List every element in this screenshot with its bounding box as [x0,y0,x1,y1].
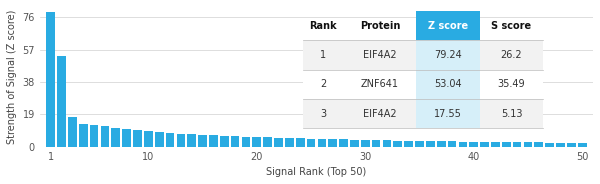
Bar [68,117,77,147]
Bar [437,141,446,147]
Bar [578,143,587,147]
FancyBboxPatch shape [302,40,543,70]
Y-axis label: Strength of Signal (Z score): Strength of Signal (Z score) [7,10,17,144]
Bar [166,133,175,147]
Bar [122,129,131,147]
Text: Z score: Z score [428,21,468,31]
Bar [263,137,272,147]
FancyBboxPatch shape [302,99,543,128]
Bar [372,140,380,147]
Bar [155,132,164,147]
Bar [556,143,565,147]
Bar [198,135,207,147]
Text: EIF4A2: EIF4A2 [363,50,397,60]
Bar [394,141,402,147]
Bar [253,137,261,147]
FancyBboxPatch shape [416,40,479,70]
Bar [242,137,250,147]
Bar [79,124,88,147]
Text: Protein: Protein [360,21,400,31]
Bar [112,128,120,147]
Text: 5.13: 5.13 [501,109,522,119]
Text: 17.55: 17.55 [434,109,462,119]
Bar [513,142,521,147]
Bar [90,125,98,147]
Text: S score: S score [491,21,532,31]
Bar [133,130,142,147]
Bar [502,142,511,147]
Bar [317,139,326,147]
X-axis label: Signal Rank (Top 50): Signal Rank (Top 50) [266,167,367,177]
Text: 53.04: 53.04 [434,79,461,89]
Bar [567,143,576,147]
Bar [361,140,370,147]
Bar [535,142,543,147]
Text: 1: 1 [320,50,326,60]
Text: 3: 3 [320,109,326,119]
FancyBboxPatch shape [416,11,479,40]
Bar [231,136,239,147]
Bar [339,139,348,147]
Bar [383,140,391,147]
Bar [469,142,478,147]
Bar [220,136,229,147]
Bar [545,143,554,147]
Bar [209,135,218,147]
Text: 2: 2 [320,79,326,89]
Text: EIF4A2: EIF4A2 [363,109,397,119]
FancyBboxPatch shape [302,70,543,99]
FancyBboxPatch shape [416,99,479,128]
Bar [480,142,489,147]
Bar [307,139,316,147]
Text: Rank: Rank [310,21,337,31]
Bar [524,142,532,147]
Bar [101,126,109,147]
Bar [350,140,359,147]
Text: 35.49: 35.49 [497,79,525,89]
Bar [176,134,185,147]
Bar [296,139,305,147]
Bar [415,141,424,147]
Bar [448,141,457,147]
Bar [187,134,196,147]
Text: 79.24: 79.24 [434,50,462,60]
Bar [426,141,434,147]
Bar [46,12,55,147]
Bar [274,138,283,147]
FancyBboxPatch shape [416,70,479,99]
Text: ZNF641: ZNF641 [361,79,399,89]
Bar [144,131,152,147]
Bar [404,141,413,147]
Text: 26.2: 26.2 [500,50,522,60]
Bar [458,141,467,147]
Bar [57,56,66,147]
Bar [491,142,500,147]
Bar [285,138,293,147]
Bar [328,139,337,147]
